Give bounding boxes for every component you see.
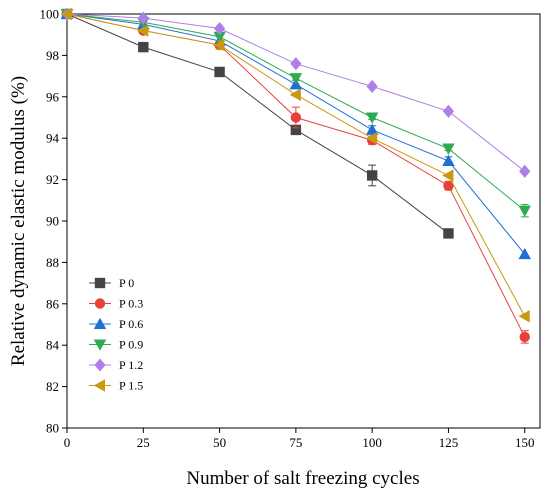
- data-point: [138, 41, 149, 53]
- data-point: [442, 154, 455, 166]
- legend-item: P 0.6: [89, 317, 143, 331]
- y-tick-label: 94: [46, 131, 60, 146]
- legend-label: P 0.6: [119, 317, 143, 331]
- legend-item: P 0: [89, 276, 134, 290]
- data-point: [366, 79, 378, 94]
- data-point: [289, 88, 301, 101]
- y-tick-label: 84: [46, 338, 60, 353]
- data-point: [518, 205, 531, 217]
- legend-label: P 0: [119, 276, 134, 290]
- y-tick-label: 100: [40, 7, 60, 22]
- data-point: [213, 31, 226, 44]
- x-axis-title: Number of salt freezing cycles: [186, 468, 419, 489]
- y-tick-label: 98: [46, 48, 59, 63]
- legend-label: P 0.9: [119, 338, 143, 352]
- legend-marker: [93, 339, 107, 351]
- y-axis-title: Relative dynamic elastic modulus (%): [8, 76, 29, 366]
- x-tick-label: 50: [213, 435, 226, 450]
- data-point: [442, 104, 455, 118]
- data-point: [365, 131, 378, 145]
- y-tick-label: 82: [46, 379, 59, 394]
- series-p0-9: [60, 9, 531, 218]
- legend-marker: [94, 358, 106, 372]
- x-tick-label: 0: [64, 435, 71, 450]
- data-point: [365, 112, 379, 124]
- y-tick-label: 80: [46, 421, 59, 436]
- legend-label: P 1.2: [119, 358, 143, 372]
- legend-marker: [94, 298, 106, 309]
- x-tick-label: 75: [289, 435, 302, 450]
- legend-item: P 1.2: [89, 358, 143, 372]
- data-point: [443, 180, 454, 192]
- data-point: [290, 57, 302, 71]
- data-point: [213, 21, 226, 36]
- data-point: [137, 11, 149, 25]
- x-tick-label: 100: [362, 435, 382, 450]
- data-point: [365, 123, 379, 135]
- plot-area: 0 25 50 75 100 125 150 80 82 84 86 88 90 92 94 96 98 100…: [40, 7, 541, 450]
- data-point: [137, 24, 149, 37]
- data-point: [60, 7, 72, 21]
- y-tick-label: 96: [46, 89, 60, 104]
- data-point: [443, 228, 454, 239]
- legend-item: P 0.3: [89, 297, 143, 311]
- data-point: [442, 169, 454, 182]
- legend-marker: [94, 277, 106, 289]
- data-point: [289, 73, 303, 85]
- legend-label: P 1.5: [119, 379, 143, 393]
- series-p0: [61, 8, 454, 239]
- legend-marker: [93, 379, 105, 392]
- series-p1-5: [60, 7, 530, 323]
- series-line: [66, 13, 449, 234]
- y-tick-label: 88: [46, 255, 59, 270]
- x-tick-label: 125: [439, 435, 459, 450]
- series-layer: [60, 7, 531, 344]
- legend-label: P 0.3: [119, 297, 143, 311]
- legend-item: P 1.5: [89, 379, 143, 393]
- data-point: [290, 112, 302, 123]
- y-tick-label: 92: [46, 172, 59, 187]
- x-axis-ticks: 0 25 50 75 100 125 150: [64, 428, 535, 450]
- x-tick-label: 25: [137, 435, 150, 450]
- data-point: [519, 331, 530, 343]
- y-axis-ticks: 80 82 84 86 88 90 92 94 96 98 100: [40, 7, 67, 436]
- data-point: [366, 170, 378, 181]
- data-point: [519, 164, 531, 178]
- data-point: [518, 247, 531, 260]
- data-point: [214, 66, 225, 78]
- data-point: [518, 309, 530, 323]
- y-tick-label: 86: [46, 296, 60, 311]
- data-point: [213, 38, 225, 52]
- y-tick-label: 90: [46, 214, 59, 229]
- data-point: [442, 143, 455, 155]
- data-point: [290, 124, 302, 136]
- x-tick-label: 150: [515, 435, 535, 450]
- legend-item: P 0.9: [89, 338, 143, 352]
- legend-marker: [93, 317, 107, 329]
- legend: P 0 P 0.3 P 0.6 P 0.9 P 1.2 P 1.5: [89, 276, 143, 393]
